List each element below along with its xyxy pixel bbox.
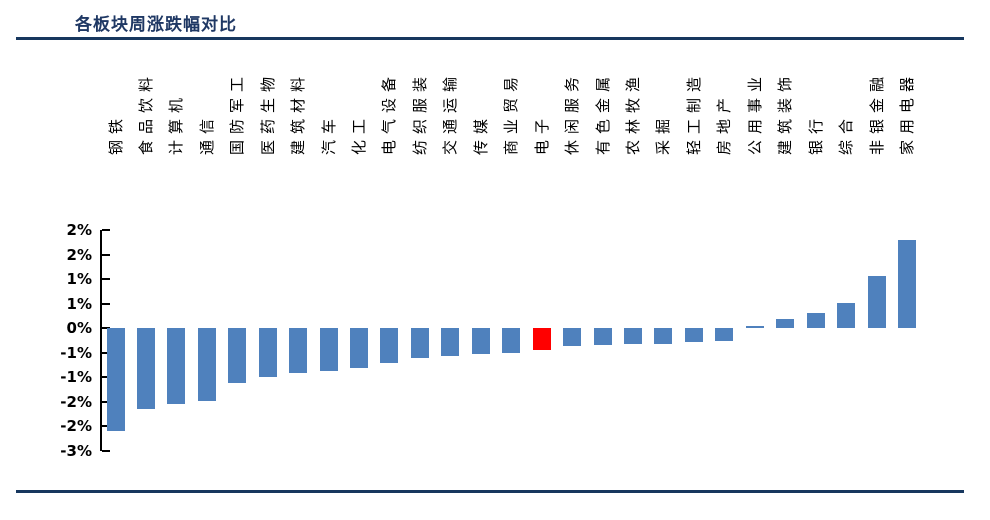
x-axis-category-label: 计算机 — [167, 91, 186, 155]
bar-综合 — [837, 303, 856, 328]
top-divider — [16, 37, 964, 40]
y-axis-tick-label: 2% — [66, 221, 92, 239]
x-axis-category-label: 综合 — [837, 112, 856, 155]
y-axis-tick — [102, 253, 110, 256]
y-axis-tick — [102, 327, 110, 329]
y-axis-tick — [102, 302, 110, 305]
bar-建筑装饰 — [776, 319, 795, 328]
x-axis-category-label: 国防军工 — [228, 70, 247, 155]
x-axis-category-label: 电子 — [532, 112, 551, 155]
bar-商业贸易 — [502, 328, 521, 353]
x-axis-category-label: 纺织服装 — [410, 70, 429, 155]
y-axis-tick-label: 2% — [66, 245, 92, 264]
x-axis-category-label: 化工 — [350, 112, 369, 155]
y-axis-tick-label: -1% — [60, 368, 92, 386]
x-axis-category-label: 轻工制造 — [684, 70, 703, 155]
y-axis-tick — [102, 449, 110, 452]
x-axis-category-label: 建筑材料 — [289, 70, 308, 155]
bar-电气设备 — [380, 328, 399, 364]
y-axis-tick-label: 1% — [66, 270, 92, 288]
bottom-divider — [16, 490, 964, 493]
x-axis-category-label: 交通运输 — [441, 70, 460, 155]
x-axis-category-label: 公用事业 — [745, 70, 764, 155]
x-axis-category-label: 食品饮料 — [136, 70, 155, 155]
x-axis-category-label: 家用电器 — [897, 70, 916, 155]
x-axis-category-label: 通信 — [197, 112, 216, 155]
bar-汽车 — [319, 328, 338, 372]
x-axis-category-label: 钢铁 — [106, 112, 125, 155]
bar-化工 — [350, 328, 369, 368]
x-axis-category-label: 房地产 — [715, 91, 734, 155]
y-axis-tick — [102, 425, 110, 427]
y-axis-tick-label: -2% — [60, 392, 92, 411]
bar-家用电器 — [897, 239, 916, 328]
y-axis-tick-label: -2% — [60, 417, 92, 435]
bar-银行 — [806, 312, 825, 328]
bar-有色金属 — [593, 328, 612, 345]
chart-title: 各板块周涨跌幅对比 — [75, 15, 237, 35]
bar-国防军工 — [228, 328, 247, 383]
bar-采掘 — [654, 328, 673, 344]
bar-公用事业 — [745, 325, 764, 328]
y-axis-tick-label: -1% — [60, 343, 92, 362]
bar-建筑材料 — [289, 328, 308, 373]
x-axis-category-label: 休闲服务 — [563, 70, 582, 155]
x-axis-category-label: 传媒 — [471, 112, 490, 155]
bar-房地产 — [715, 328, 734, 341]
bar-传媒 — [471, 328, 490, 354]
x-axis-category-label: 银行 — [806, 112, 825, 155]
x-axis-category-label: 汽车 — [319, 112, 338, 155]
y-axis-tick — [102, 376, 110, 378]
x-axis-category-label: 农林牧渔 — [623, 70, 642, 155]
x-axis-category-label: 有色金属 — [593, 70, 612, 155]
y-axis-tick — [102, 278, 110, 280]
bar-农林牧渔 — [623, 328, 642, 345]
bar-休闲服务 — [563, 328, 582, 347]
x-axis-category-label: 商业贸易 — [502, 70, 521, 155]
bar-食品饮料 — [136, 328, 155, 410]
x-axis-category-label: 建筑装饰 — [776, 70, 795, 155]
bar-纺织服装 — [410, 328, 429, 358]
x-axis-category-label: 非银金融 — [867, 70, 886, 155]
bar-钢铁 — [106, 328, 125, 431]
y-axis-tick-label: -3% — [60, 441, 92, 460]
bar-通信 — [197, 328, 216, 401]
x-axis-category-label: 采掘 — [654, 112, 673, 155]
x-axis-category-label: 电气设备 — [380, 70, 399, 155]
bar-医药生物 — [258, 328, 277, 377]
y-axis-tick-label: 1% — [66, 294, 92, 313]
y-axis-tick — [102, 400, 110, 403]
y-axis-tick-label: 0% — [66, 319, 92, 337]
y-axis-tick — [102, 229, 110, 231]
y-axis-line — [100, 230, 102, 451]
bar-电子 — [532, 328, 551, 350]
y-axis-tick — [102, 351, 110, 354]
bar-交通运输 — [441, 328, 460, 356]
x-axis-category-label: 医药生物 — [258, 70, 277, 155]
bar-计算机 — [167, 328, 186, 404]
bar-非银金融 — [867, 276, 886, 328]
bar-轻工制造 — [684, 328, 703, 343]
